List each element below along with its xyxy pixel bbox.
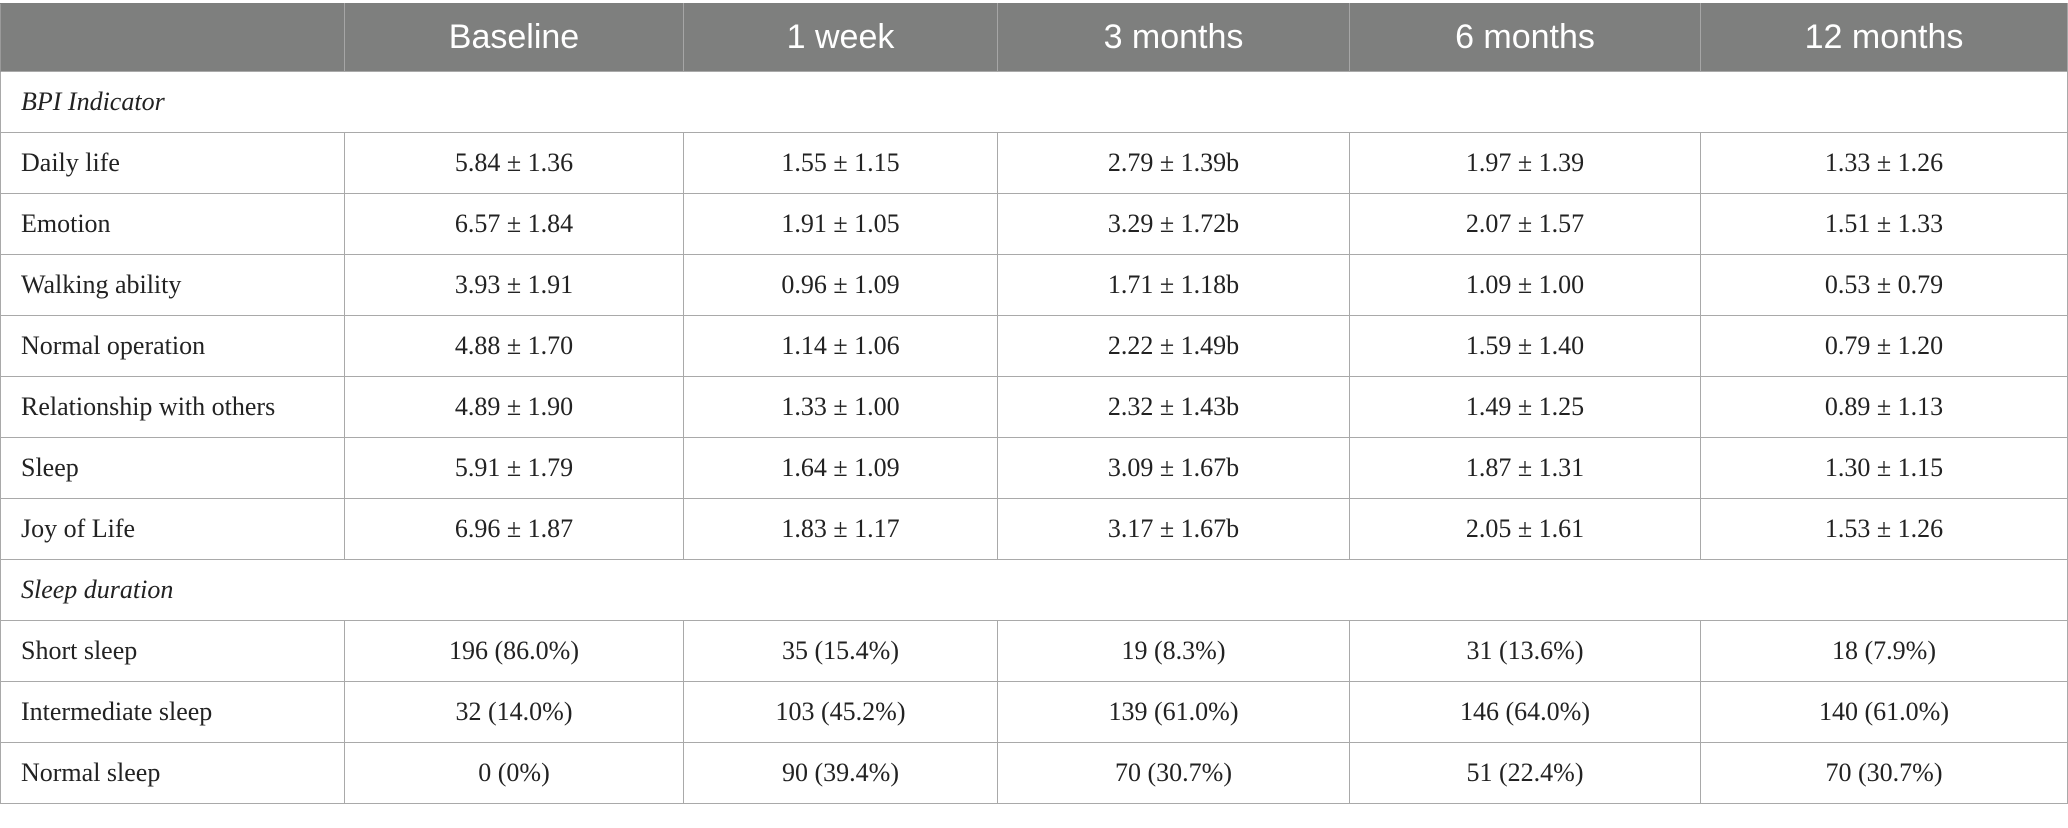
table-cell: 0.89 ± 1.13 xyxy=(1700,376,2068,438)
table-cell: 196 (86.0%) xyxy=(344,620,684,682)
table-cell: 140 (61.0%) xyxy=(1700,681,2068,743)
section-title: BPI Indicator xyxy=(0,71,2068,133)
table-cell: 103 (45.2%) xyxy=(683,681,998,743)
table-cell: 31 (13.6%) xyxy=(1349,620,1701,682)
header-cell-empty xyxy=(0,3,345,72)
section-row-sleep-duration: Sleep duration xyxy=(0,559,2068,621)
table-cell: 146 (64.0%) xyxy=(1349,681,1701,743)
header-cell-1-week: 1 week xyxy=(683,3,998,72)
header-cell-6-months: 6 months xyxy=(1349,3,1701,72)
table-row: Normal operation 4.88 ± 1.70 1.14 ± 1.06… xyxy=(0,315,2068,377)
row-label: Emotion xyxy=(0,193,345,255)
table-cell: 0.96 ± 1.09 xyxy=(683,254,998,316)
table-cell: 0 (0%) xyxy=(344,742,684,804)
results-table: Baseline 1 week 3 months 6 months 12 mon… xyxy=(0,3,2068,804)
table-cell: 32 (14.0%) xyxy=(344,681,684,743)
table-cell: 1.33 ± 1.26 xyxy=(1700,132,2068,194)
table-cell: 1.71 ± 1.18b xyxy=(997,254,1350,316)
row-label: Daily life xyxy=(0,132,345,194)
row-label: Sleep xyxy=(0,437,345,499)
table-cell: 0.79 ± 1.20 xyxy=(1700,315,2068,377)
table-cell: 3.29 ± 1.72b xyxy=(997,193,1350,255)
table-cell: 1.87 ± 1.31 xyxy=(1349,437,1701,499)
table-cell: 1.33 ± 1.00 xyxy=(683,376,998,438)
table-cell: 2.05 ± 1.61 xyxy=(1349,498,1701,560)
header-cell-3-months: 3 months xyxy=(997,3,1350,72)
table-body: BPI Indicator Daily life 5.84 ± 1.36 1.5… xyxy=(0,71,2068,804)
table-cell: 2.22 ± 1.49b xyxy=(997,315,1350,377)
table-cell: 1.83 ± 1.17 xyxy=(683,498,998,560)
header-cell-baseline: Baseline xyxy=(344,3,684,72)
row-label: Joy of Life xyxy=(0,498,345,560)
table-cell: 2.79 ± 1.39b xyxy=(997,132,1350,194)
table-cell: 4.89 ± 1.90 xyxy=(344,376,684,438)
table-cell: 1.30 ± 1.15 xyxy=(1700,437,2068,499)
table-cell: 1.14 ± 1.06 xyxy=(683,315,998,377)
table-cell: 1.55 ± 1.15 xyxy=(683,132,998,194)
table-cell: 1.49 ± 1.25 xyxy=(1349,376,1701,438)
table-cell: 6.96 ± 1.87 xyxy=(344,498,684,560)
table-cell: 1.64 ± 1.09 xyxy=(683,437,998,499)
table-row: Sleep 5.91 ± 1.79 1.64 ± 1.09 3.09 ± 1.6… xyxy=(0,437,2068,499)
table-row: Normal sleep 0 (0%) 90 (39.4%) 70 (30.7%… xyxy=(0,742,2068,804)
table-cell: 5.84 ± 1.36 xyxy=(344,132,684,194)
table-cell: 1.09 ± 1.00 xyxy=(1349,254,1701,316)
table-row: Walking ability 3.93 ± 1.91 0.96 ± 1.09 … xyxy=(0,254,2068,316)
table-header: Baseline 1 week 3 months 6 months 12 mon… xyxy=(0,3,2068,72)
table-cell: 3.09 ± 1.67b xyxy=(997,437,1350,499)
table-row: Daily life 5.84 ± 1.36 1.55 ± 1.15 2.79 … xyxy=(0,132,2068,194)
header-row: Baseline 1 week 3 months 6 months 12 mon… xyxy=(0,3,2068,72)
table-cell: 70 (30.7%) xyxy=(1700,742,2068,804)
table-cell: 70 (30.7%) xyxy=(997,742,1350,804)
table-cell: 3.93 ± 1.91 xyxy=(344,254,684,316)
table-cell: 1.91 ± 1.05 xyxy=(683,193,998,255)
table-row: Short sleep 196 (86.0%) 35 (15.4%) 19 (8… xyxy=(0,620,2068,682)
row-label: Short sleep xyxy=(0,620,345,682)
table-cell: 1.53 ± 1.26 xyxy=(1700,498,2068,560)
row-label: Walking ability xyxy=(0,254,345,316)
table-cell: 4.88 ± 1.70 xyxy=(344,315,684,377)
row-label: Normal operation xyxy=(0,315,345,377)
table-cell: 2.07 ± 1.57 xyxy=(1349,193,1701,255)
table-cell: 1.97 ± 1.39 xyxy=(1349,132,1701,194)
table-cell: 139 (61.0%) xyxy=(997,681,1350,743)
table-cell: 5.91 ± 1.79 xyxy=(344,437,684,499)
table-cell: 1.59 ± 1.40 xyxy=(1349,315,1701,377)
table-row: Relationship with others 4.89 ± 1.90 1.3… xyxy=(0,376,2068,438)
table-row: Intermediate sleep 32 (14.0%) 103 (45.2%… xyxy=(0,681,2068,743)
table-cell: 2.32 ± 1.43b xyxy=(997,376,1350,438)
table-cell: 51 (22.4%) xyxy=(1349,742,1701,804)
table-cell: 3.17 ± 1.67b xyxy=(997,498,1350,560)
table-cell: 19 (8.3%) xyxy=(997,620,1350,682)
section-row-bpi-indicator: BPI Indicator xyxy=(0,71,2068,133)
header-cell-12-months: 12 months xyxy=(1700,3,2068,72)
table-cell: 18 (7.9%) xyxy=(1700,620,2068,682)
section-title: Sleep duration xyxy=(0,559,2068,621)
table-cell: 0.53 ± 0.79 xyxy=(1700,254,2068,316)
table-cell: 35 (15.4%) xyxy=(683,620,998,682)
table-cell: 90 (39.4%) xyxy=(683,742,998,804)
table-cell: 6.57 ± 1.84 xyxy=(344,193,684,255)
row-label: Normal sleep xyxy=(0,742,345,804)
table-cell: 1.51 ± 1.33 xyxy=(1700,193,2068,255)
table-row: Joy of Life 6.96 ± 1.87 1.83 ± 1.17 3.17… xyxy=(0,498,2068,560)
row-label: Intermediate sleep xyxy=(0,681,345,743)
row-label: Relationship with others xyxy=(0,376,345,438)
table-row: Emotion 6.57 ± 1.84 1.91 ± 1.05 3.29 ± 1… xyxy=(0,193,2068,255)
